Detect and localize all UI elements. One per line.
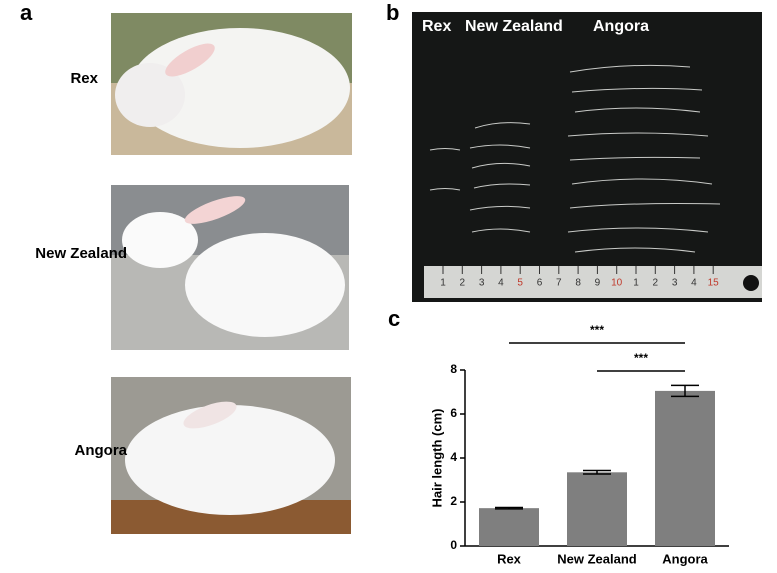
ruler-label: 10 <box>611 278 623 289</box>
ruler-label: 7 <box>556 278 562 289</box>
ruler-label: 2 <box>653 278 659 289</box>
y-tick-label: 4 <box>450 450 457 464</box>
error-bar <box>583 469 611 475</box>
ruler-label: 9 <box>595 278 601 289</box>
panel-label: b <box>386 0 399 25</box>
significance-label: *** <box>634 351 648 365</box>
x-tick-label: Rex <box>497 551 522 566</box>
hair-label: New Zealand <box>465 18 563 35</box>
photo-label: Rex <box>70 70 98 87</box>
ruler-label: 8 <box>575 278 581 289</box>
ruler-label: 3 <box>479 278 485 289</box>
photo-angora <box>111 377 351 534</box>
y-axis-label: Hair length (cm) <box>429 409 444 508</box>
hair-photo <box>412 12 762 302</box>
x-tick-label: New Zealand <box>557 551 637 566</box>
x-tick-label: Angora <box>662 551 708 566</box>
y-tick-label: 8 <box>450 362 457 376</box>
hair-label: Rex <box>422 18 451 35</box>
ruler-label: 4 <box>691 278 697 289</box>
photo-label: Angora <box>75 442 128 459</box>
ruler: 1 2 3 4 5 6 7 8 9 10 1 2 3 4 15 <box>440 266 719 289</box>
bar <box>567 472 627 546</box>
ruler-label: 3 <box>672 278 678 289</box>
photo-rex <box>111 13 352 155</box>
error-bar <box>671 384 699 398</box>
significance-label: *** <box>590 323 604 337</box>
bar <box>479 508 539 546</box>
photo-new-zealand <box>111 185 349 350</box>
hair-label: Angora <box>593 18 649 35</box>
y-tick-label: 6 <box>450 406 457 420</box>
photo-label: New Zealand <box>35 245 127 262</box>
ruler-label: 1 <box>440 278 446 289</box>
bar <box>655 390 715 546</box>
panel-label: a <box>20 0 33 25</box>
panel-label: c <box>388 306 400 331</box>
ruler-label: 2 <box>460 278 466 289</box>
ruler-label: 6 <box>537 278 543 289</box>
ruler-label: 5 <box>517 278 523 289</box>
bar-chart: Hair length (cm) 0 2 4 6 8 Rex New Zealand Ango… <box>429 323 729 566</box>
y-tick-label: 2 <box>450 494 457 508</box>
ruler-label: 15 <box>708 278 720 289</box>
error-bar <box>495 506 523 510</box>
ruler-label: 4 <box>498 278 504 289</box>
y-tick-label: 0 <box>450 538 457 552</box>
ruler-label: 1 <box>633 278 639 289</box>
